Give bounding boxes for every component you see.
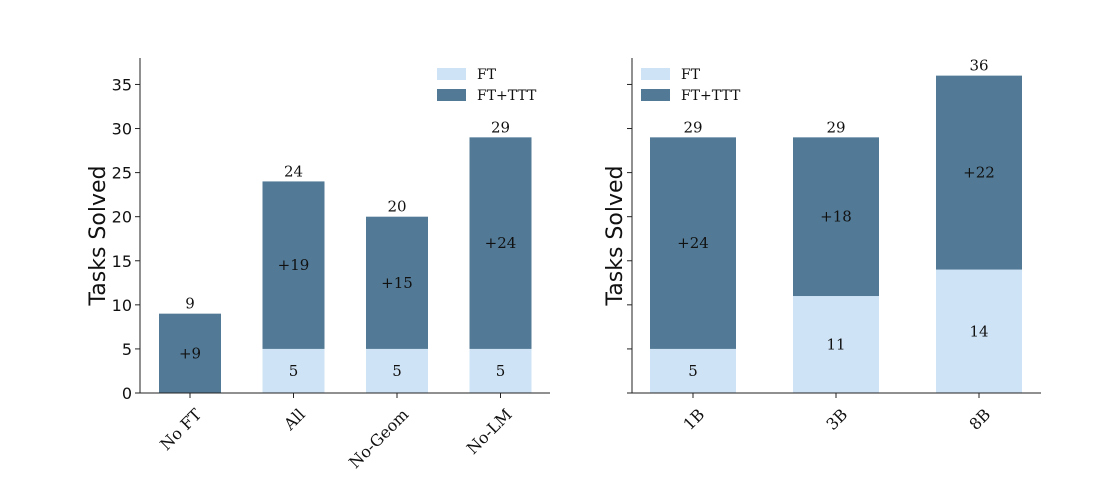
segment-label: +18	[820, 208, 852, 226]
bar-ft-ttt-3b	[793, 137, 879, 297]
y-tick-label: 10	[112, 296, 132, 315]
x-tick-label: No-LM	[463, 405, 516, 458]
segment-label: 11	[826, 336, 845, 354]
total-label: 29	[826, 118, 845, 136]
bar-ft-1b	[650, 348, 736, 393]
bar-ft-ttt-no-geom	[366, 216, 428, 349]
total-label: 24	[284, 162, 303, 180]
y-axis-label: Tasks Solved	[86, 166, 111, 307]
bar-ft-8b	[936, 269, 1022, 393]
bar-ft-no-lm	[469, 348, 532, 393]
legend-label: FT	[477, 67, 497, 83]
bar-ft-ttt-all	[262, 181, 325, 349]
bar-ft-ttt-no-ft	[159, 313, 221, 393]
segment-label: 5	[496, 362, 506, 380]
segment-label: +19	[278, 256, 310, 274]
y-tick-label: 15	[112, 252, 132, 271]
bar-ft-3b	[793, 296, 879, 393]
x-tick-label: No FT	[156, 405, 205, 454]
legend: FT FT+TTT	[641, 67, 741, 104]
y-tick-label: 20	[112, 208, 132, 227]
bar-ft-ttt-1b	[650, 137, 736, 349]
y-tick-label: 30	[112, 120, 132, 139]
total-label: 36	[969, 57, 988, 75]
bar-ft-all	[262, 348, 325, 393]
segment-label: 14	[969, 322, 988, 340]
legend-label: FT	[681, 67, 701, 83]
segment-label: +9	[179, 344, 201, 362]
segment-label: 5	[289, 362, 299, 380]
bar-ft-ttt-8b	[936, 75, 1022, 270]
total-label: 29	[491, 118, 510, 136]
legend-label: FT+TTT	[477, 88, 537, 104]
segment-label: 5	[688, 362, 698, 380]
bar-ft-ttt-no-lm	[469, 137, 532, 349]
y-tick-label: 25	[112, 164, 132, 183]
total-label: 9	[185, 295, 195, 313]
y-tick-label: 0	[122, 384, 132, 403]
segment-label: +22	[963, 164, 995, 182]
chart-panel-1: +9 9 No FT 5 +19 24 All 5 +15 20 No-Geom 5 +24 29 No-L…	[86, 58, 550, 472]
x-tick-label: 8B	[965, 405, 994, 434]
segment-label: +15	[381, 274, 413, 292]
y-tick-label: 5	[122, 340, 132, 359]
total-label: 29	[683, 118, 702, 136]
x-tick-label: All	[279, 405, 309, 435]
segment-label: +24	[677, 234, 709, 252]
chart-panel-2: 5 +24 29 1B 11 +18 29 3B 14 +22 36 8B Tasks Solved FT…	[603, 57, 1041, 434]
legend-swatch-ft-ttt	[641, 89, 670, 101]
legend-swatch-ft	[437, 68, 466, 80]
y-axis-label: Tasks Solved	[603, 166, 628, 307]
legend-label: FT+TTT	[681, 88, 741, 104]
x-tick-label: No-Geom	[345, 405, 412, 472]
x-tick-label: 1B	[679, 405, 708, 434]
legend-swatch-ft	[641, 68, 670, 80]
segment-label: +24	[485, 234, 517, 252]
total-label: 20	[387, 198, 406, 216]
bar-ft-no-geom	[366, 348, 428, 393]
x-tick-label: 3B	[822, 405, 851, 434]
segment-label: 5	[392, 362, 402, 380]
y-tick-label: 35	[112, 75, 132, 94]
legend: FT FT+TTT	[437, 67, 537, 104]
legend-swatch-ft-ttt	[437, 89, 466, 101]
